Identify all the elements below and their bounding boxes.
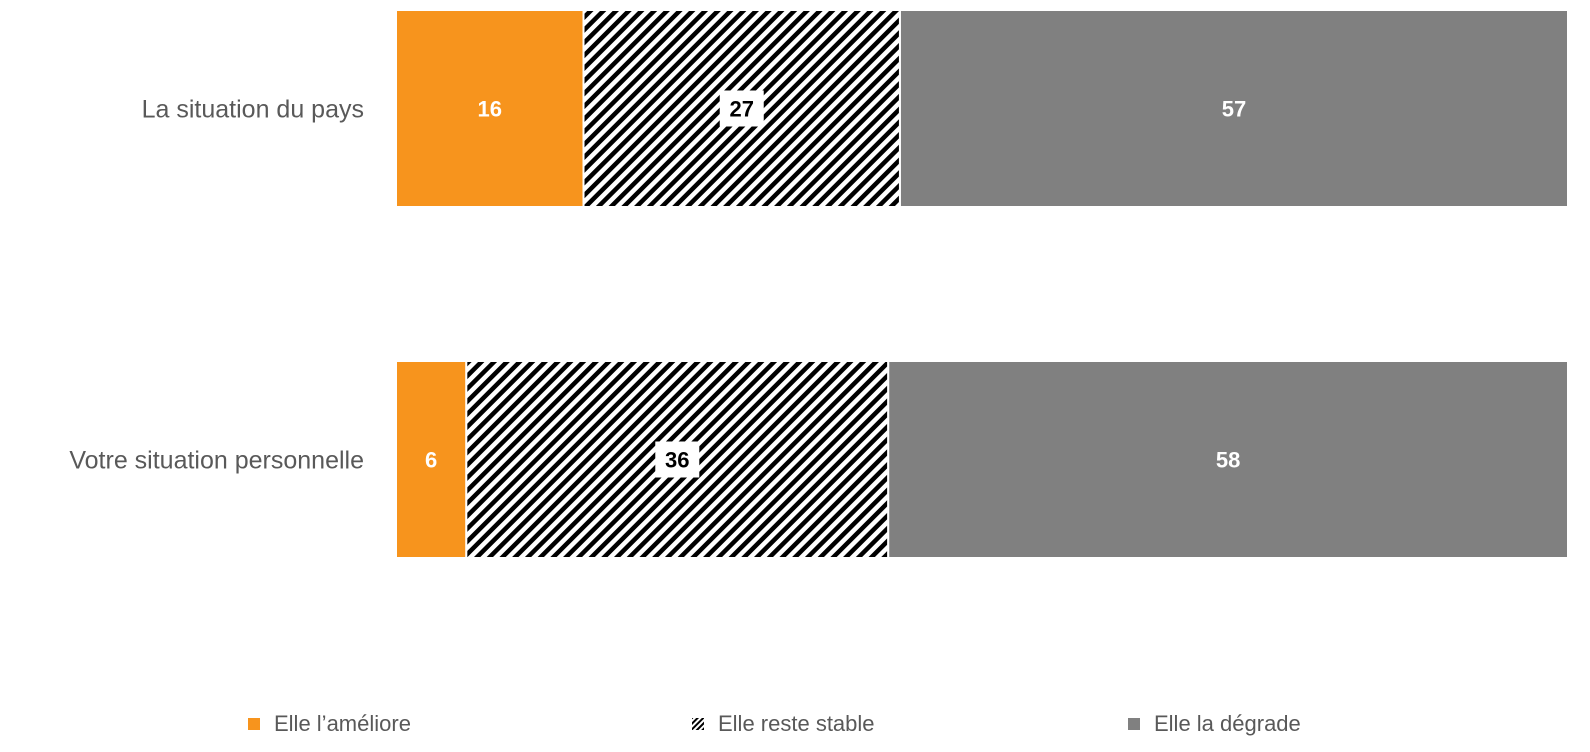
bar-segment (395, 9, 585, 208)
data-label: 57 (1222, 97, 1246, 122)
legend-label: Elle reste stable (718, 711, 875, 736)
legend: Elle l’améliore Elle reste stable Elle la … (248, 711, 1301, 736)
bar-segment (898, 9, 1569, 208)
legend-marker (692, 718, 704, 730)
legend-marker (1128, 718, 1140, 730)
category-label: La situation du pays (142, 96, 364, 124)
data-label: 16 (478, 97, 502, 122)
data-label-background (719, 90, 764, 127)
data-label: 6 (425, 448, 437, 473)
bar-segment (887, 360, 1569, 559)
category-label: Votre situation personnelle (69, 447, 364, 475)
data-label: 58 (1216, 448, 1240, 473)
data-label: 27 (729, 97, 753, 122)
bars-layer (395, 9, 1569, 559)
legend-label: Elle l’améliore (274, 711, 411, 736)
data-label-background (655, 441, 700, 478)
legend-marker (248, 718, 260, 730)
legend-label: Elle la dégrade (1154, 711, 1301, 736)
data-label: 36 (665, 448, 689, 473)
labels-layer: La situation du pays 16 27 57 Votre situatio… (69, 90, 1246, 478)
